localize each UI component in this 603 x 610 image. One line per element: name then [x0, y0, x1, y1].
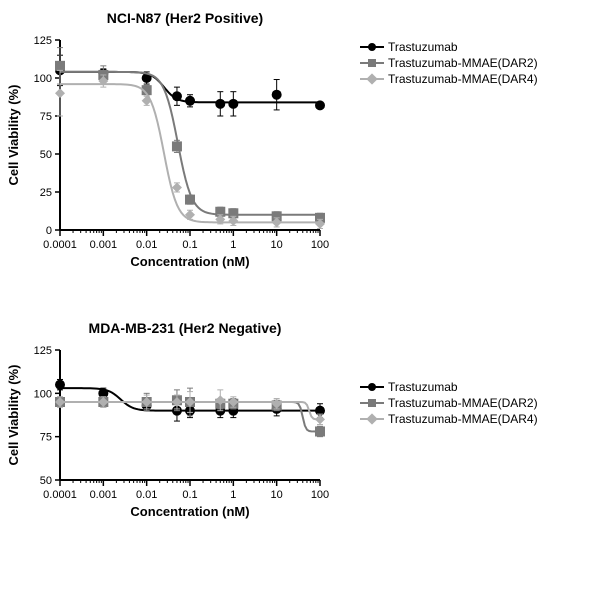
svg-text:75: 75	[40, 432, 52, 444]
svg-text:1: 1	[230, 239, 236, 251]
svg-text:50: 50	[40, 149, 52, 161]
svg-text:Concentration (nM): Concentration (nM)	[130, 254, 249, 269]
legend-label: Trastuzumab-MMAE(DAR4)	[388, 72, 538, 86]
chart2-title: MDA-MB-231 (Her2 Negative)	[55, 320, 315, 336]
svg-text:100: 100	[34, 73, 52, 85]
svg-text:125: 125	[34, 35, 52, 47]
svg-text:0.001: 0.001	[90, 489, 118, 501]
legend-label: Trastuzumab-MMAE(DAR2)	[388, 396, 538, 410]
svg-text:10: 10	[271, 489, 283, 501]
chart2-plot: 50 75 100 125 0.0001 0.001 0.01 0.1 1 10 100 Cell V…	[0, 320, 350, 530]
svg-text:0.1: 0.1	[182, 239, 197, 251]
chart2-legend: Trastuzumab Trastuzumab-MMAE(DAR2) Trastuz…	[360, 380, 538, 428]
legend-item: Trastuzumab-MMAE(DAR4)	[360, 72, 538, 86]
svg-text:0.0001: 0.0001	[43, 489, 77, 501]
svg-text:75: 75	[40, 111, 52, 123]
svg-text:Concentration (nM): Concentration (nM)	[130, 504, 249, 519]
legend-item: Trastuzumab	[360, 380, 538, 394]
legend-item: Trastuzumab	[360, 40, 538, 54]
legend-label: Trastuzumab	[388, 380, 458, 394]
svg-text:0.0001: 0.0001	[43, 239, 77, 251]
chart-nci-n87: NCI-N87 (Her2 Positive) 0 25 50 75 100 125 0.0…	[0, 10, 350, 270]
svg-text:0.01: 0.01	[136, 489, 157, 501]
legend-label: Trastuzumab	[388, 40, 458, 54]
legend-item: Trastuzumab-MMAE(DAR2)	[360, 56, 538, 70]
svg-text:Cell Viability (%): Cell Viability (%)	[6, 365, 21, 466]
svg-text:10: 10	[271, 239, 283, 251]
svg-text:0: 0	[46, 225, 52, 237]
legend-label: Trastuzumab-MMAE(DAR4)	[388, 412, 538, 426]
legend-item: Trastuzumab-MMAE(DAR2)	[360, 396, 538, 410]
chart1-plot: 0 25 50 75 100 125 0.0001 0.001 0.01 0.1 1 10 100 Cel…	[0, 10, 350, 270]
svg-text:125: 125	[34, 345, 52, 357]
svg-text:Cell Viability (%): Cell Viability (%)	[6, 85, 21, 186]
chart-mda-mb-231: MDA-MB-231 (Her2 Negative) 50 75 100 125 0.0…	[0, 320, 350, 530]
chart1-title: NCI-N87 (Her2 Positive)	[55, 10, 315, 26]
svg-text:50: 50	[40, 475, 52, 487]
chart1-legend: Trastuzumab Trastuzumab-MMAE(DAR2) Trastuz…	[360, 40, 538, 88]
svg-text:100: 100	[34, 388, 52, 400]
svg-text:1: 1	[230, 489, 236, 501]
legend-item: Trastuzumab-MMAE(DAR4)	[360, 412, 538, 426]
svg-text:100: 100	[311, 239, 329, 251]
svg-text:0.001: 0.001	[90, 239, 118, 251]
legend-label: Trastuzumab-MMAE(DAR2)	[388, 56, 538, 70]
svg-text:25: 25	[40, 187, 52, 199]
svg-text:0.01: 0.01	[136, 239, 157, 251]
svg-text:0.1: 0.1	[182, 489, 197, 501]
svg-text:100: 100	[311, 489, 329, 501]
